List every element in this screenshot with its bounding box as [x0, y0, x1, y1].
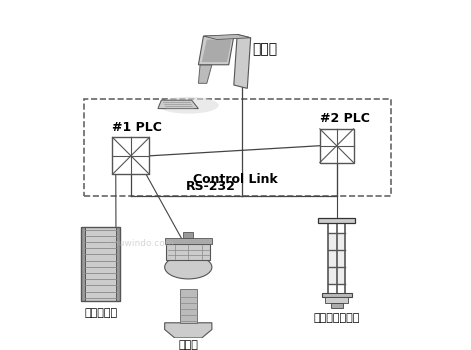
Bar: [320, 129, 354, 163]
Text: 辊道输送带: 辊道输送带: [84, 308, 117, 317]
Text: #1 PLC: #1 PLC: [113, 121, 162, 134]
Bar: [113, 137, 149, 174]
Bar: [81, 227, 85, 301]
Ellipse shape: [158, 97, 219, 114]
Text: #2 PLC: #2 PLC: [320, 112, 370, 126]
Bar: [81, 227, 120, 301]
Polygon shape: [158, 100, 198, 108]
Bar: [180, 289, 197, 323]
Bar: [328, 267, 345, 284]
Bar: [166, 244, 210, 260]
Bar: [116, 227, 120, 301]
Text: chuwindo.com: chuwindo.com: [108, 239, 174, 248]
Polygon shape: [165, 323, 212, 338]
Text: RS-232: RS-232: [186, 180, 236, 193]
Bar: [84, 98, 390, 196]
Text: 四自由度机械手: 四自由度机械手: [314, 313, 360, 323]
Bar: [331, 302, 343, 308]
Bar: [328, 250, 345, 267]
Text: 堆垛机: 堆垛机: [179, 340, 198, 350]
Bar: [318, 218, 355, 223]
Bar: [183, 232, 193, 238]
Bar: [325, 298, 349, 302]
Text: Control Link: Control Link: [193, 173, 278, 186]
Bar: [85, 227, 116, 301]
Bar: [322, 293, 352, 297]
Ellipse shape: [165, 256, 212, 279]
Polygon shape: [198, 36, 234, 65]
Polygon shape: [202, 40, 231, 62]
Polygon shape: [203, 34, 251, 40]
Polygon shape: [234, 34, 251, 89]
Bar: [328, 233, 345, 250]
Polygon shape: [198, 65, 212, 83]
Bar: [165, 238, 212, 244]
Text: 上位机: 上位机: [252, 43, 277, 57]
